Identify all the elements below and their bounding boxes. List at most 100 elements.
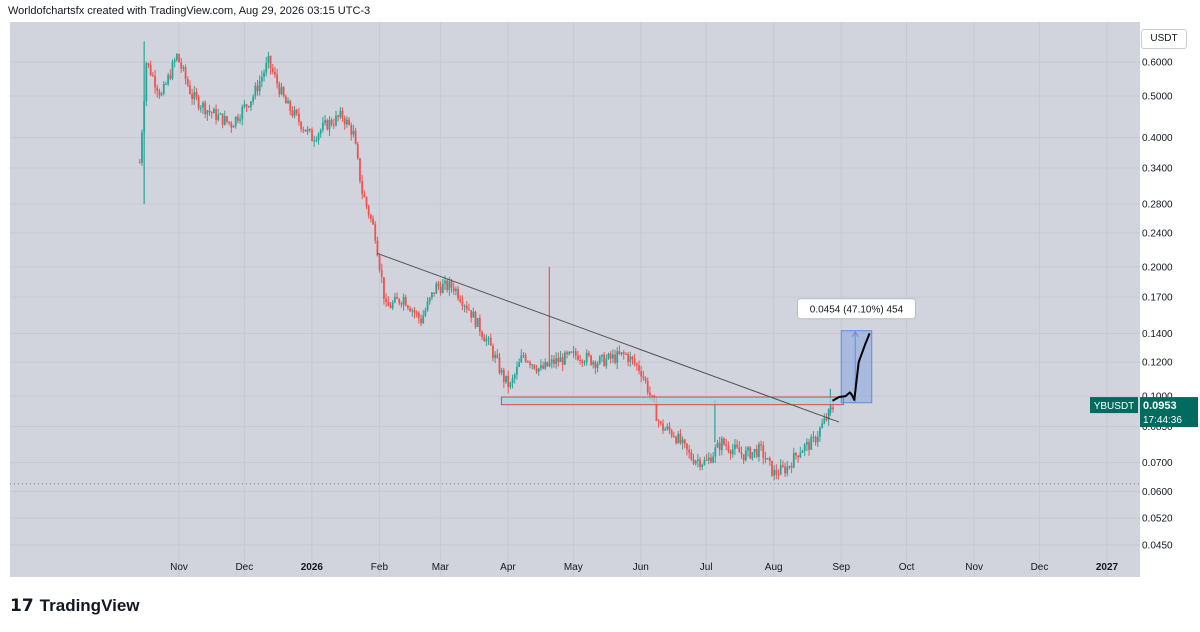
candle-body xyxy=(322,122,324,130)
candle-body xyxy=(803,444,806,451)
tradingview-footer: 17 TradingView xyxy=(10,596,140,616)
candle-body xyxy=(356,143,359,159)
candle-body xyxy=(633,359,636,364)
candle-body xyxy=(662,423,664,431)
candle-body xyxy=(457,288,459,299)
chart-plot-area[interactable] xyxy=(10,22,1140,577)
candle-body xyxy=(607,353,610,359)
candle-body xyxy=(289,100,292,111)
candle-body xyxy=(374,224,377,241)
candle-body xyxy=(694,460,697,464)
measure-label-box xyxy=(796,298,916,320)
candle-body xyxy=(758,444,760,457)
candle-body xyxy=(291,110,294,116)
candle-body xyxy=(498,357,501,373)
candle-body xyxy=(594,361,597,368)
y-tick-label: 0.2000 xyxy=(1142,262,1173,273)
measure-tool: 0.0454 (47.10%) 454 xyxy=(796,298,916,404)
candle-body xyxy=(635,363,638,366)
candle-body xyxy=(223,116,226,125)
candle-body xyxy=(350,124,353,135)
candle-body xyxy=(232,126,235,128)
candle-body xyxy=(535,368,538,372)
support-zone xyxy=(500,396,844,406)
x-tick-label: Mar xyxy=(432,562,450,573)
price-axis[interactable] xyxy=(1140,22,1200,577)
candle-body xyxy=(313,140,316,142)
measure-arrowhead xyxy=(851,330,859,337)
candle-body xyxy=(226,116,228,122)
candle-body xyxy=(151,75,154,77)
candle-body xyxy=(354,130,357,144)
candle-body xyxy=(738,447,741,453)
candle-body xyxy=(520,355,523,363)
support-zone-rect xyxy=(500,396,844,406)
last-price-label: 0.0953 xyxy=(1143,400,1177,412)
candle-body xyxy=(278,83,281,95)
candle-body xyxy=(603,354,606,366)
x-tick-label: Nov xyxy=(965,562,983,573)
candle-body xyxy=(147,63,150,65)
last-price-tag: YBUSDT 0.0953 17:44:36 xyxy=(1090,397,1198,428)
candle-body xyxy=(810,437,813,450)
candle-body xyxy=(731,449,734,455)
candle-body xyxy=(773,469,776,476)
candle-body xyxy=(827,409,830,420)
candle-body xyxy=(692,459,695,464)
candle-body xyxy=(404,296,407,306)
candle-body xyxy=(330,119,333,125)
candle-body xyxy=(642,376,645,378)
candle-body xyxy=(476,317,479,327)
candle-body xyxy=(716,442,719,448)
candle-body xyxy=(245,104,248,107)
candle-body xyxy=(585,352,588,363)
candle-body xyxy=(441,283,444,293)
candle-body xyxy=(274,71,276,75)
candle-body xyxy=(267,55,270,63)
candle-body xyxy=(537,368,540,372)
candle-body xyxy=(400,303,403,305)
candle-body xyxy=(474,311,477,327)
symbol-tag-bg xyxy=(1090,397,1138,414)
candle-body xyxy=(422,315,425,324)
candle-body xyxy=(154,75,156,88)
candle-body xyxy=(590,355,592,365)
candle-body xyxy=(548,362,551,367)
candle-body xyxy=(707,457,710,461)
tradingview-brand: TradingView xyxy=(39,596,140,615)
candle-body xyxy=(470,310,473,318)
candle-body xyxy=(533,364,536,369)
candle-body xyxy=(559,357,562,362)
candle-body xyxy=(402,296,405,305)
candle-body xyxy=(193,91,196,100)
y-tick-label: 0.2800 xyxy=(1142,200,1173,211)
candle-body xyxy=(284,96,287,104)
candle-body xyxy=(779,465,782,475)
candle-body xyxy=(631,356,634,360)
currency-button[interactable]: USDT xyxy=(1141,29,1187,49)
candle-body xyxy=(821,423,824,428)
candle-body xyxy=(393,296,396,303)
candle-body xyxy=(507,375,510,387)
candle-body xyxy=(332,124,335,126)
y-tick-label: 0.3400 xyxy=(1142,163,1173,174)
candle-body xyxy=(208,110,211,113)
candle-body xyxy=(199,107,202,109)
candle-body xyxy=(563,352,566,365)
candle-body xyxy=(420,318,422,324)
projection-path xyxy=(832,333,871,402)
candle-body xyxy=(315,139,318,141)
candle-body xyxy=(751,452,754,459)
candle-body xyxy=(487,337,490,340)
candle-body xyxy=(524,355,527,362)
candle-body xyxy=(825,418,828,420)
candle-body xyxy=(598,356,601,364)
candle-body xyxy=(361,181,364,194)
tradingview-logo-icon: 17 xyxy=(10,596,34,616)
candle-body xyxy=(287,100,289,104)
candle-body xyxy=(300,121,303,130)
candle-body xyxy=(805,441,808,445)
y-tick-labels: 0.6000 0.5000 0.4000 0.3400 0.2800 0.2400 0.20… xyxy=(1142,58,1173,552)
candle-body xyxy=(424,310,427,316)
candle-body xyxy=(348,119,350,125)
